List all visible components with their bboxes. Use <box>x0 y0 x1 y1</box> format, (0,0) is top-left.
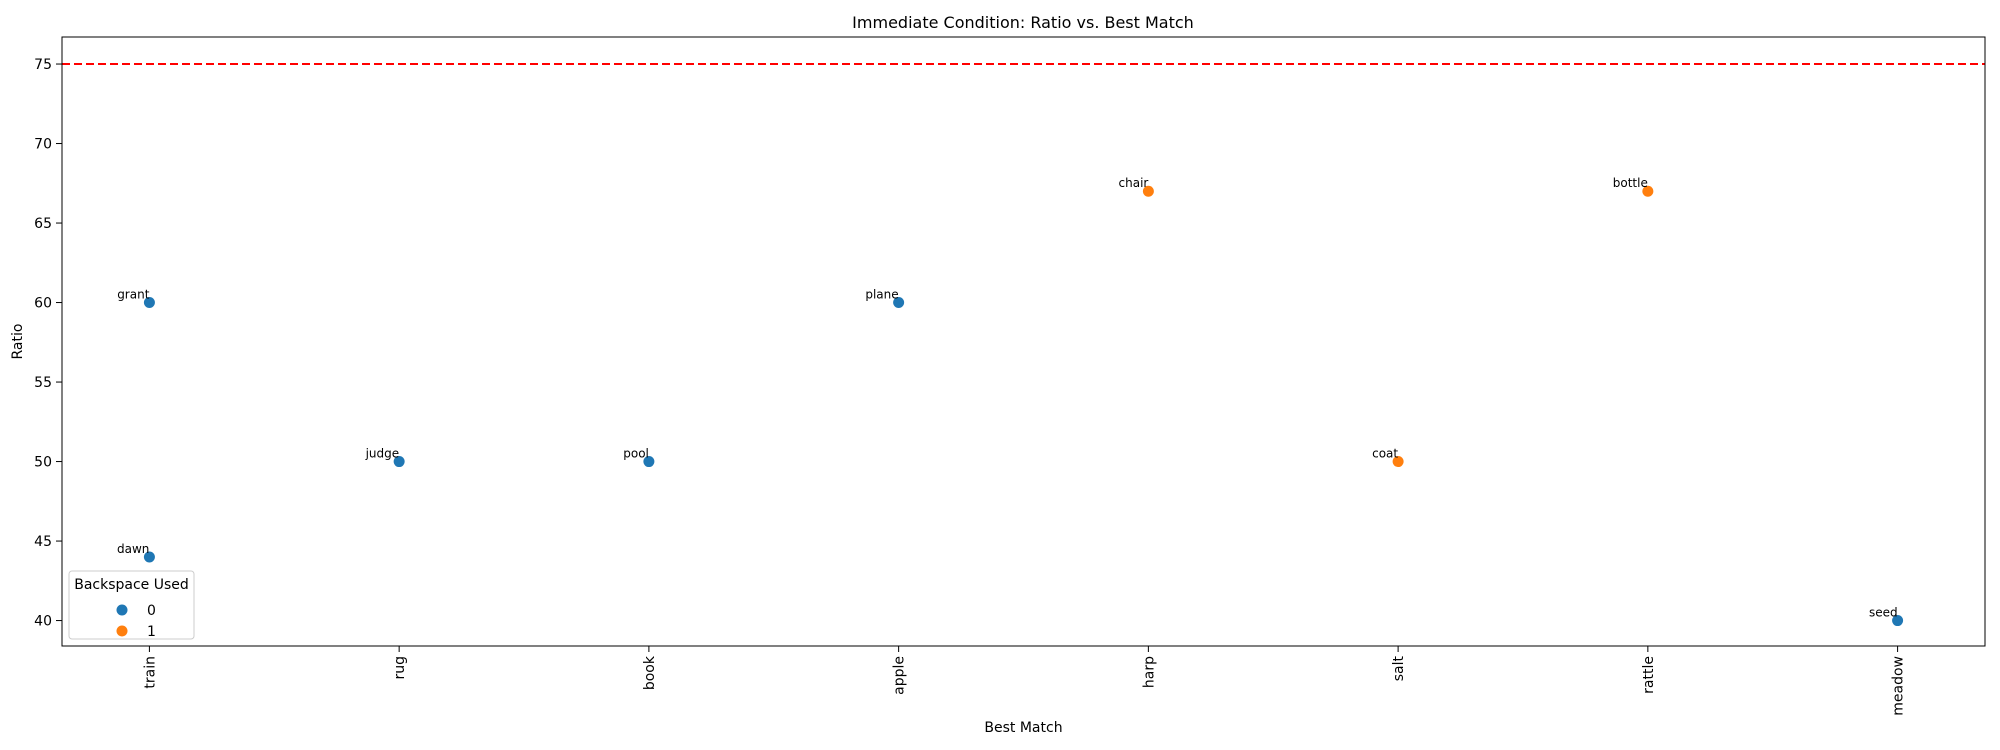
y-tick-label: 40 <box>34 614 52 630</box>
x-tick-label: salt <box>1391 656 1407 682</box>
x-tick-label: meadow <box>1891 656 1907 716</box>
data-point <box>1892 615 1904 627</box>
y-tick-label: 75 <box>34 57 52 73</box>
data-point-label: bottle <box>1613 176 1648 190</box>
data-point-label: seed <box>1869 606 1898 620</box>
legend-marker <box>116 604 128 616</box>
plot-frame <box>61 36 1986 647</box>
data-point <box>1142 185 1154 197</box>
data-point <box>143 297 155 309</box>
legend-box <box>68 570 195 640</box>
y-tick-label: 45 <box>34 534 52 550</box>
x-tick-label: apple <box>892 656 908 695</box>
x-tick-label: book <box>642 655 658 690</box>
y-tick-label: 50 <box>34 455 52 471</box>
data-point-label: coat <box>1372 447 1398 461</box>
chart-title: Immediate Condition: Ratio vs. Best Matc… <box>852 13 1194 32</box>
data-point-label: judge <box>365 447 400 461</box>
legend-entry-label: 1 <box>147 624 156 640</box>
y-tick-label: 70 <box>34 137 52 153</box>
x-tick-label: train <box>142 656 158 689</box>
y-axis-label: Ratio <box>10 324 26 360</box>
data-point-label: grant <box>117 288 150 302</box>
x-axis-label: Best Match <box>984 720 1062 736</box>
legend: Backspace Used 0 1 <box>68 570 195 640</box>
legend-entry-label: 0 <box>147 603 156 619</box>
y-tick-label: 60 <box>34 296 52 312</box>
x-tick-label: rug <box>392 656 408 680</box>
data-point <box>1642 185 1654 197</box>
legend-title: Backspace Used <box>74 577 189 593</box>
data-point <box>1392 456 1404 468</box>
data-point <box>643 456 655 468</box>
data-point-label: pool <box>623 447 649 461</box>
data-point <box>893 297 905 309</box>
data-point-label: chair <box>1119 176 1149 190</box>
y-tick-label: 55 <box>34 375 52 391</box>
data-point <box>143 551 155 563</box>
data-point-label: dawn <box>117 542 149 556</box>
x-tick-label: harp <box>1141 656 1157 688</box>
data-point-label: plane <box>865 288 898 302</box>
legend-marker <box>116 625 128 637</box>
x-tick-label: rattle <box>1641 656 1657 694</box>
y-tick-label: 65 <box>34 216 52 232</box>
data-point <box>393 456 405 468</box>
